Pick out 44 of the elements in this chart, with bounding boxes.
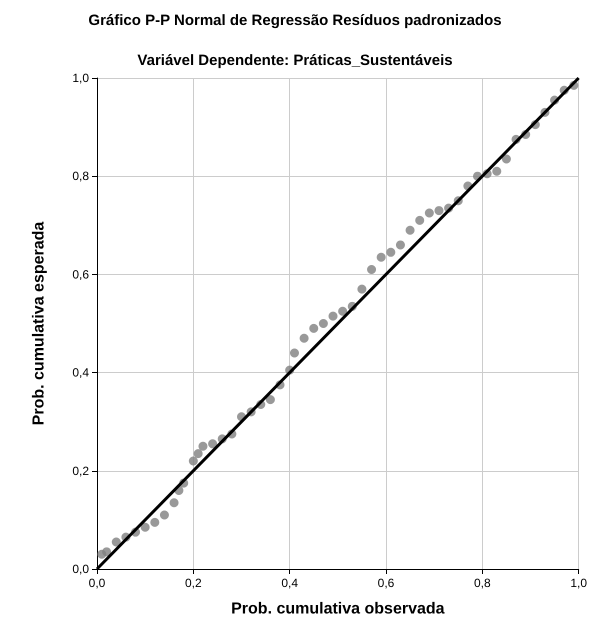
y-tick-label: 0,2 (72, 464, 90, 478)
y-axis-title: Prob. cumulativa esperada (30, 222, 48, 426)
point (424, 208, 434, 218)
point (208, 439, 218, 448)
x-tick-label: 0,4 (281, 576, 298, 590)
x-axis-title: Prob. cumulativa observada (231, 600, 445, 618)
point (492, 166, 502, 176)
chart-subtitle: Variável Dependente: Práticas_Sustentáveis (137, 52, 453, 69)
point (266, 395, 275, 404)
x-tick-label: 0,2 (184, 576, 202, 590)
point (338, 306, 348, 316)
y-tick-label: 0,4 (72, 366, 90, 380)
point (112, 537, 121, 546)
y-tick-label: 0,0 (72, 562, 90, 576)
y-tick-label: 0,6 (72, 267, 90, 282)
y-tick-label: 0,8 (72, 169, 90, 184)
point (309, 324, 318, 333)
point (406, 226, 415, 235)
point (367, 264, 376, 274)
point (140, 522, 150, 532)
point (102, 547, 112, 556)
x-tick-label: 0,0 (88, 576, 106, 590)
point (290, 348, 299, 358)
point (150, 518, 160, 527)
x-tick-label: 1,0 (570, 576, 588, 590)
point (160, 510, 169, 520)
point (198, 442, 208, 451)
point (357, 284, 366, 294)
point (170, 498, 179, 508)
x-tick-label: 0,6 (378, 576, 395, 590)
x-tick-label: 0,8 (474, 576, 491, 590)
point (188, 456, 198, 466)
point (396, 240, 405, 250)
point (328, 312, 338, 321)
point (415, 216, 424, 225)
point (194, 449, 203, 458)
y-tick-label: 1,0 (72, 71, 90, 85)
point (376, 252, 386, 262)
chart-title: Gráfico P-P Normal de Regressão Resíduos padronizados (88, 12, 502, 29)
point (300, 334, 309, 343)
point (502, 154, 511, 164)
point (318, 319, 328, 328)
point (386, 248, 396, 257)
point (434, 206, 444, 216)
